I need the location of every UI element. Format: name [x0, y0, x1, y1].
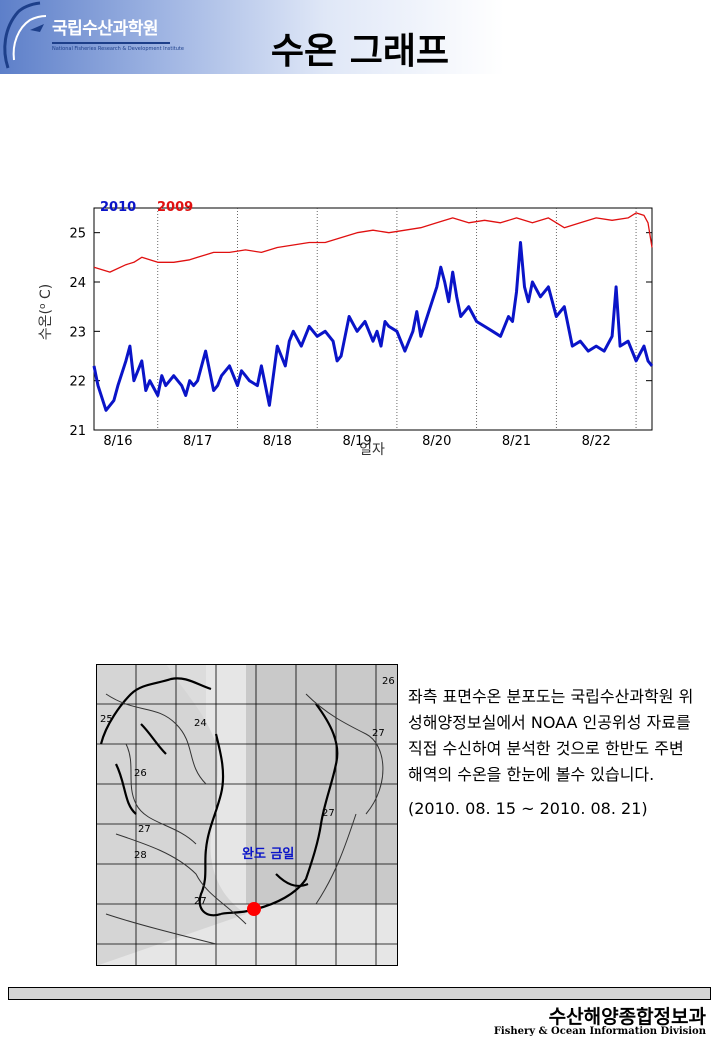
date-range: (2010. 08. 15 ~ 2010. 08. 21) — [408, 799, 648, 818]
plot-border — [93, 207, 653, 431]
header-banner: 국립수산과학원 National Fisheries Research & De… — [0, 0, 720, 74]
page-title: 수온 그래프 — [270, 31, 450, 72]
y-tick-label: 22 — [69, 375, 86, 390]
logo-subtext: National Fisheries Research & Developmen… — [52, 46, 184, 52]
isotherm-label: 28 — [134, 850, 147, 861]
y-tick-label: 24 — [69, 276, 86, 291]
x-axis-label: 일자 — [359, 442, 385, 458]
isotherm-label: 27 — [138, 824, 151, 835]
logo-text: 국립수산과학원 — [52, 19, 158, 39]
x-tick-label: 8/17 — [183, 434, 212, 449]
plot-frame — [93, 207, 653, 431]
series-lines — [92, 212, 654, 412]
x-tick-label: 8/22 — [582, 434, 611, 449]
isotherm-label: 25 — [100, 714, 113, 725]
isotherm-lines — [105, 693, 384, 945]
y-tick-label: 25 — [69, 227, 86, 242]
x-tick-label: 8/21 — [502, 434, 531, 449]
legend-item-2010: 2010 — [100, 200, 136, 215]
legend-item-2009: 2009 — [157, 200, 193, 215]
series-line-2009 — [93, 212, 653, 273]
isotherm-label: 27 — [322, 808, 335, 819]
isotherm-label: 27 — [372, 728, 385, 739]
footer-title-kr: 수산해양종합정보과 — [548, 1006, 706, 1028]
station-label: 완도 금일 — [242, 847, 294, 862]
y-axis-label: 수온(o C) — [38, 284, 54, 340]
isotherm-label: 24 — [194, 718, 207, 729]
x-tick-label: 8/19 — [342, 434, 371, 449]
x-tick-label: 8/20 — [422, 434, 451, 449]
day-gridlines — [157, 208, 637, 430]
logo-divider — [52, 42, 170, 44]
series-line-2010 — [92, 241, 654, 412]
x-tick-label: 8/18 — [263, 434, 292, 449]
map-description: 좌측 표면수온 분포도는 국립수산과학원 위성해양정보실에서 NOAA 인공위성… — [408, 684, 698, 822]
isotherm-label: 27 — [194, 896, 207, 907]
fish-logo-icon — [3, 1, 47, 69]
x-axis-ticks: 8/16 8/17 8/18 8/19 8/20 8/21 8/22 — [103, 434, 610, 449]
station-marker[interactable] — [247, 902, 261, 916]
x-tick-label: 8/16 — [103, 434, 132, 449]
sst-distribution-map[interactable]: 24 25 26 26 27 27 28 27 27 완도 금일 — [96, 664, 398, 966]
footer-bar — [8, 987, 711, 1000]
y-tick-label: 23 — [69, 325, 86, 340]
isotherm-label: 26 — [382, 676, 395, 687]
institute-logo[interactable]: 국립수산과학원 National Fisheries Research & De… — [0, 0, 190, 74]
y-axis-ticks: 21 22 23 24 25 — [69, 227, 652, 439]
chart-legend: 2010 2009 — [100, 200, 193, 215]
isotherm-labels: 24 25 26 26 27 27 28 27 27 — [100, 676, 395, 907]
graticule — [96, 664, 398, 966]
y-tick-label: 21 — [69, 424, 86, 439]
description-body: 좌측 표면수온 분포도는 국립수산과학원 위성해양정보실에서 NOAA 인공위성… — [408, 687, 694, 784]
footer-title-en: Fishery & Ocean Information Division — [493, 1026, 706, 1037]
isotherm-label: 26 — [134, 768, 147, 779]
